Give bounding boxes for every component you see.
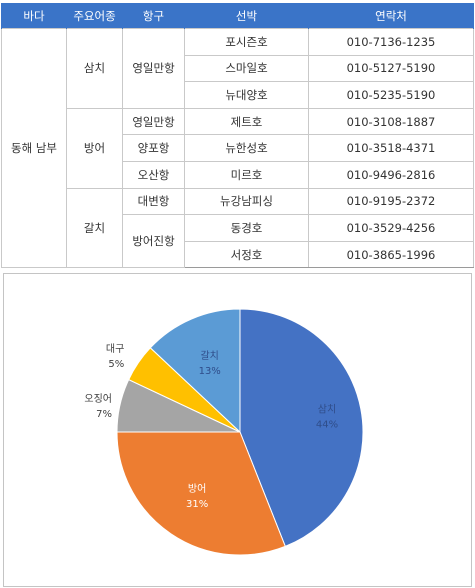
table-row: 동해 남부 삼치 영일만항 포시즌호 010-7136-1235 bbox=[1, 27, 474, 269]
pie-label-percent: 7% bbox=[96, 409, 112, 420]
pie-labels: 삼치 44% 방어 31% 오징어 7% 대구 5% 갈치 13% bbox=[84, 343, 338, 510]
port-cell: 방어진항 bbox=[122, 214, 185, 269]
boat-cell: 동경호 bbox=[184, 214, 309, 242]
pie-label-percent: 13% bbox=[199, 366, 221, 377]
boat-cell: 제트호 bbox=[184, 107, 309, 136]
species-cell: 삼치 bbox=[66, 28, 123, 109]
phone-cell: 010-3108-1887 bbox=[308, 107, 474, 136]
pie-label-name: 삼치 bbox=[318, 403, 336, 415]
phone-cell: 010-3865-1996 bbox=[308, 240, 474, 269]
pie-label-percent: 31% bbox=[186, 499, 208, 510]
phone-cell: 010-9496-2816 bbox=[308, 160, 474, 189]
table-row: 뉴대양호 010-5235-5190 bbox=[2, 81, 474, 109]
phone-cell: 010-5235-5190 bbox=[308, 81, 474, 109]
boat-cell: 스마일호 bbox=[184, 54, 309, 83]
species-cell: 방어 bbox=[66, 107, 123, 189]
pie-slice-1 bbox=[116, 431, 286, 556]
pie-label-name: 방어 bbox=[188, 483, 206, 495]
pie-chart-canvas: 삼치 44% 방어 31% 오징어 7% 대구 5% 갈치 13% bbox=[84, 308, 364, 556]
pie-slice-4 bbox=[149, 308, 241, 434]
phone-cell: 010-3518-4371 bbox=[308, 134, 474, 162]
pie-label-name: 오징어 bbox=[84, 393, 112, 405]
pie-label-percent: 44% bbox=[316, 419, 338, 430]
table-row: 갈치 대변항 뉴강남피싱 010-9195-2372 bbox=[2, 187, 474, 269]
pie-label-percent: 5% bbox=[108, 359, 124, 370]
pie-label-name: 갈치 bbox=[200, 349, 218, 362]
header-sea: 바다 bbox=[1, 3, 67, 29]
table-row: 스마일호 010-5127-5190 bbox=[2, 54, 474, 83]
boat-cell: 뉴대양호 bbox=[184, 81, 309, 109]
table-header-row: 바다 주요어종 항구 선박 연락처 bbox=[1, 3, 474, 29]
table-row: 방어 영일만항 제트호 010-3108-1887 bbox=[2, 107, 474, 189]
header-port: 항구 bbox=[122, 3, 185, 29]
boat-cell: 뉴한성호 bbox=[184, 134, 309, 162]
fishing-boat-table: 바다 주요어종 항구 선박 연락처 동해 남부 삼치 영일만항 포시즌호 010… bbox=[1, 3, 474, 269]
header-contact: 연락처 bbox=[308, 3, 474, 29]
header-boat: 선박 bbox=[184, 3, 309, 29]
table-row: 서정호 010-3865-1996 bbox=[2, 240, 474, 269]
phone-cell: 010-9195-2372 bbox=[308, 187, 474, 216]
port-cell: 양포항 bbox=[122, 134, 185, 162]
pie-label-name: 대구 bbox=[106, 343, 124, 355]
boat-cell: 서정호 bbox=[184, 240, 309, 269]
pie-slice-0 bbox=[239, 308, 364, 548]
boat-cell: 뉴강남피싱 bbox=[184, 187, 309, 216]
table-row: 방어진항 동경호 010-3529-4256 bbox=[2, 214, 474, 269]
phone-cell: 010-3529-4256 bbox=[308, 214, 474, 242]
phone-cell: 010-7136-1235 bbox=[308, 28, 474, 56]
table-row: 양포항 뉴한성호 010-3518-4371 bbox=[2, 134, 474, 162]
species-pie-chart: 삼치 44% 방어 31% 오징어 7% 대구 5% 갈치 13% bbox=[3, 273, 472, 587]
phone-cell: 010-5127-5190 bbox=[308, 54, 474, 83]
header-species: 주요어종 bbox=[66, 3, 123, 29]
boat-cell: 포시즌호 bbox=[184, 28, 309, 56]
pie-slices bbox=[116, 308, 364, 556]
port-cell: 오산항 bbox=[122, 160, 185, 189]
port-cell: 영일만항 bbox=[122, 107, 185, 136]
table-row: 오산항 미르호 010-9496-2816 bbox=[2, 160, 474, 189]
sea-cell: 동해 남부 bbox=[1, 27, 67, 269]
species-cell: 갈치 bbox=[66, 187, 123, 269]
port-cell: 영일만항 bbox=[122, 28, 185, 109]
port-cell: 대변항 bbox=[122, 187, 185, 216]
boat-cell: 미르호 bbox=[184, 160, 309, 189]
